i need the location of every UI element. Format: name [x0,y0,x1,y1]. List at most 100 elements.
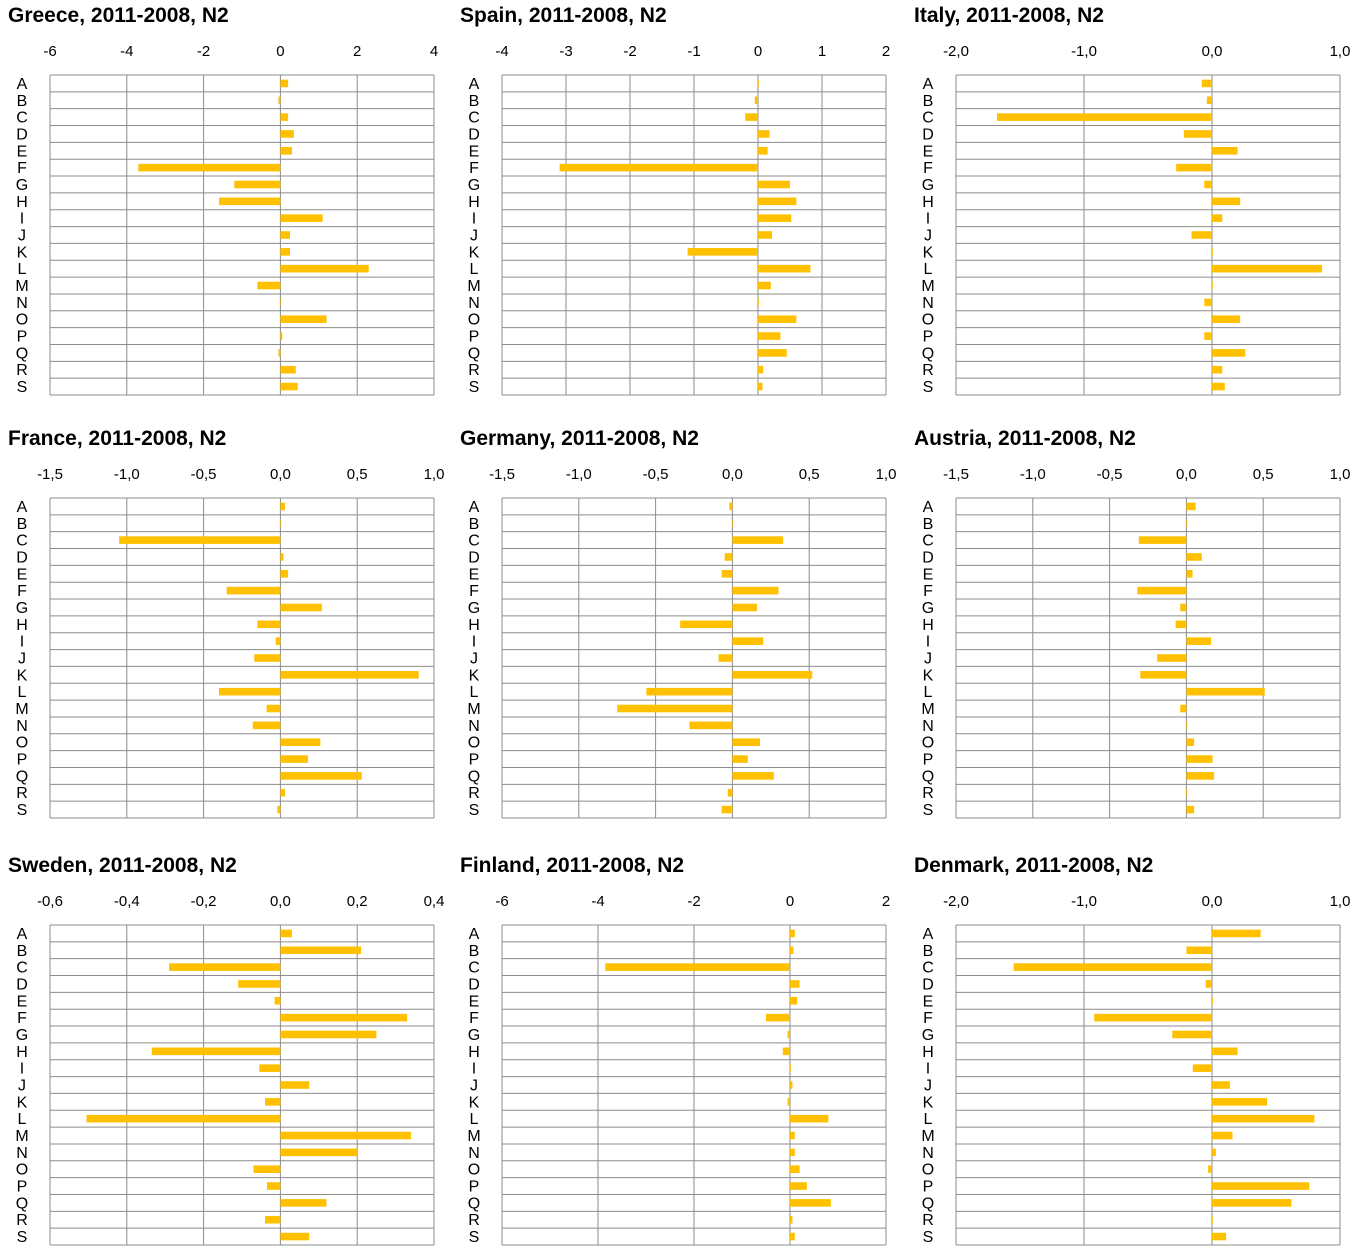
bar [782,1047,790,1056]
x-tick-label: 0,4 [424,893,444,910]
bar [1212,1199,1292,1207]
x-tick-label: 0,5 [799,466,820,483]
category-label: B [923,516,934,533]
bar [274,997,281,1005]
category-label: A [923,499,934,516]
chart-title: Italy, 2011-2008, N2 [914,4,1104,27]
x-tick-label: 0,0 [1176,466,1197,483]
category-label: I [20,1061,24,1078]
category-label: L [18,1111,27,1128]
category-label: E [17,143,28,160]
category-label: A [17,499,28,516]
category-label: B [923,943,934,960]
category-label: E [923,143,934,160]
bar [758,365,764,374]
category-label: M [467,701,480,718]
x-tick-label: 0,5 [1253,466,1274,483]
category-label: R [468,785,480,802]
bar [790,1199,831,1207]
category-label: K [923,667,934,684]
bar [1186,553,1202,561]
category-label: H [922,617,934,634]
category-label: G [468,177,480,194]
bar [280,755,309,763]
category-label: J [470,651,478,668]
category-label: F [469,1010,479,1027]
bar [1201,79,1212,88]
category-label: L [18,684,27,701]
bar [280,671,419,679]
category-label: L [924,261,933,278]
category-label: O [16,735,28,752]
bar [758,231,773,239]
category-label: I [926,1061,930,1078]
bar [689,721,733,730]
bar [280,264,369,273]
bar [280,1131,411,1140]
category-label: E [469,143,480,160]
category-label: B [17,516,28,533]
bar [266,704,281,713]
category-label: O [922,735,934,752]
category-label: K [17,244,28,261]
category-label: G [468,600,480,617]
bar [1212,197,1241,206]
bar [277,805,281,814]
category-label: O [16,312,28,329]
bar [1186,738,1195,746]
bar [226,586,281,595]
category-label: M [921,701,934,718]
bar [280,738,321,746]
bar [1186,721,1188,730]
category-label: L [18,261,27,278]
x-tick-label: 1,0 [1330,43,1350,60]
bar [1212,214,1223,222]
chart-title: Germany, 2011-2008, N2 [460,427,699,450]
category-label: J [924,228,932,245]
bar [280,1081,310,1089]
category-label: L [470,1111,479,1128]
category-label: M [921,278,934,295]
bar [758,281,771,290]
bar [265,1215,281,1224]
category-label: D [922,549,934,566]
category-label: E [469,993,480,1010]
category-label: J [470,228,478,245]
bar [766,1013,790,1022]
bar [1180,704,1187,713]
bar [1212,248,1213,256]
bar [265,1098,281,1106]
bar [1192,1064,1212,1072]
category-label: S [469,1229,480,1246]
bar [1186,772,1215,780]
x-tick-label: 1,0 [1330,466,1350,483]
bar [234,180,281,189]
category-label: P [923,329,934,346]
x-tick-label: 1 [818,43,826,60]
category-label: Q [468,1195,480,1212]
chart-title: France, 2011-2008, N2 [8,427,227,450]
category-label: O [922,1162,934,1179]
x-tick-label: -1,0 [1020,466,1046,483]
category-label: A [469,499,480,516]
x-tick-label: 1,0 [876,466,896,483]
bar [151,1047,281,1056]
bar [280,332,283,340]
bar [1212,1047,1238,1056]
category-label: H [468,617,480,634]
category-label: G [922,1027,934,1044]
category-label: I [926,634,930,651]
x-tick-label: -1 [687,43,700,60]
x-tick-label: -0,4 [114,893,140,910]
category-label: D [468,976,480,993]
category-label: E [17,566,28,583]
category-label: H [468,1044,480,1061]
bar [280,214,323,222]
bar [721,570,733,578]
category-label: A [469,926,480,943]
bar [790,1215,793,1224]
category-label: J [924,1078,932,1095]
